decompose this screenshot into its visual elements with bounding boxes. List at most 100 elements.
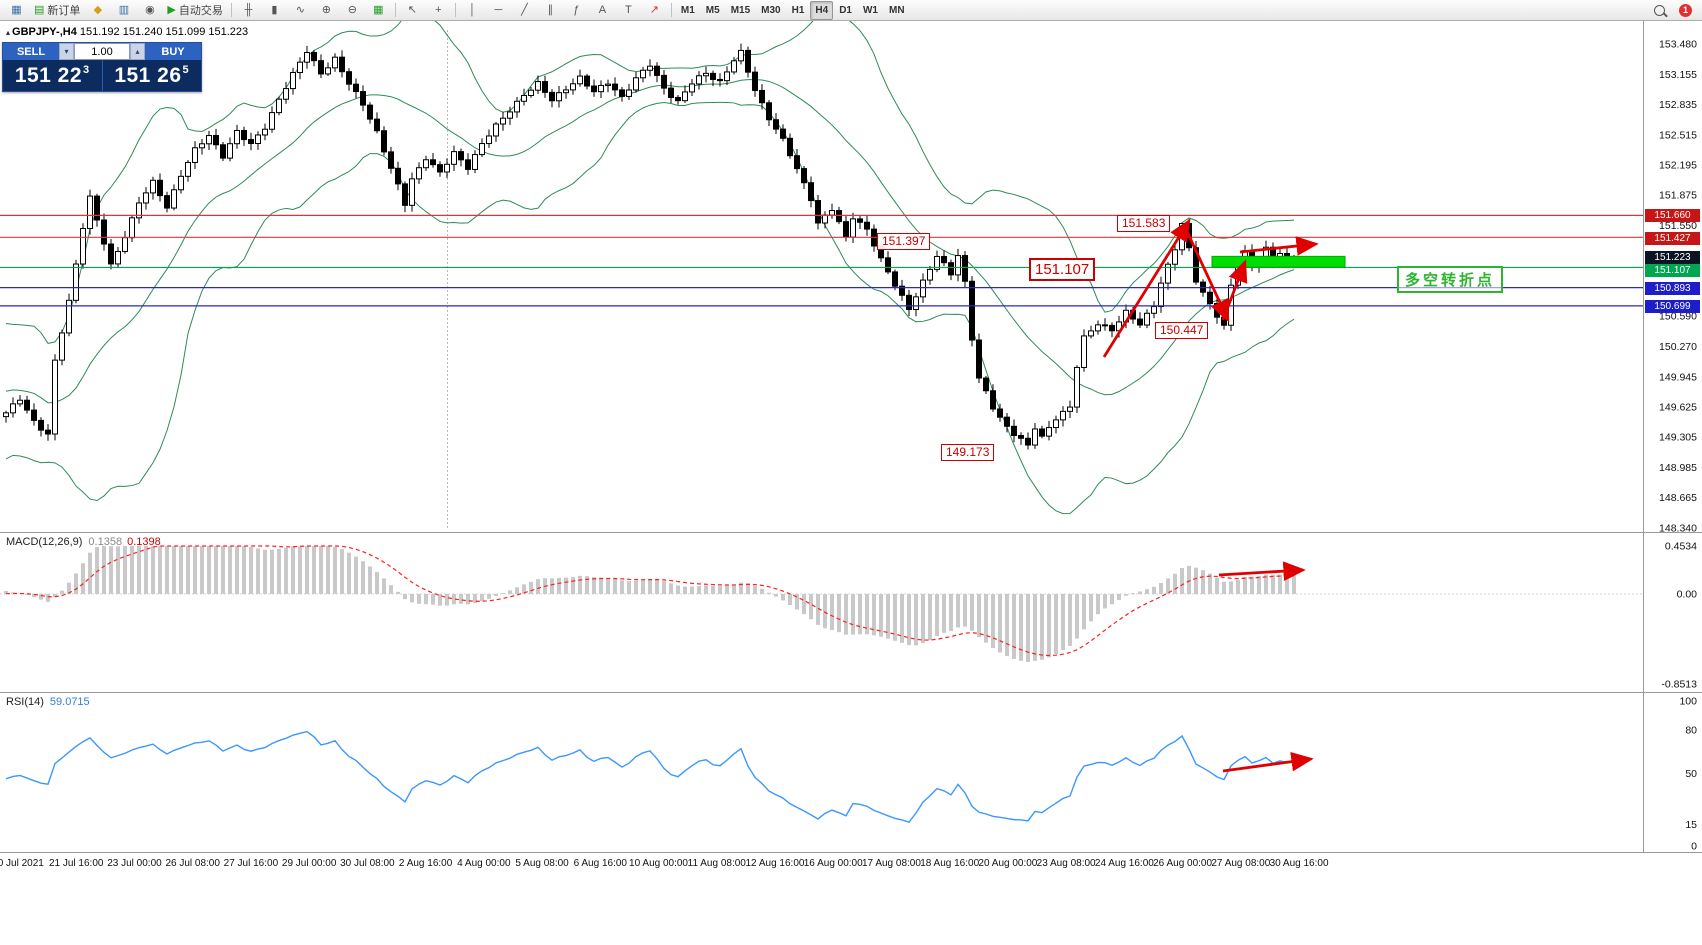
svg-text:149.945: 149.945 — [1659, 371, 1697, 383]
svg-text:15: 15 — [1685, 819, 1697, 831]
trendline-tool-button[interactable]: ╱ — [512, 1, 537, 20]
timeframe-d1-button[interactable]: D1 — [839, 4, 852, 16]
refresh-button[interactable]: ◉ — [137, 1, 162, 20]
lot-increase-button[interactable]: ▴ — [130, 43, 145, 60]
timeframe-m15-button[interactable]: M15 — [730, 4, 751, 16]
quote-panel-divider — [101, 60, 103, 91]
svg-text:151.875: 151.875 — [1659, 190, 1697, 202]
timeframe-m5-button[interactable]: M5 — [705, 4, 720, 16]
svg-text:151.550: 151.550 — [1659, 220, 1697, 232]
layout-button[interactable]: ▥ — [111, 1, 136, 20]
crosshair-tool-button[interactable]: + — [426, 1, 451, 20]
line-chart-button[interactable]: ∿ — [288, 1, 313, 20]
sell-button[interactable]: SELL — [3, 43, 59, 60]
svg-text:150.270: 150.270 — [1659, 341, 1697, 353]
price-annotation[interactable]: 151.107 — [1029, 258, 1096, 281]
svg-text:10 Aug 00:00: 10 Aug 00:00 — [629, 858, 688, 869]
svg-text:152.835: 152.835 — [1659, 99, 1697, 111]
sell-price-main: 151 22 — [14, 63, 83, 87]
price-annotation[interactable]: 151.583 — [1117, 215, 1171, 232]
svg-text:80: 80 — [1685, 725, 1697, 737]
price-tag: 151.107 — [1645, 263, 1700, 277]
toolbar-separator — [454, 3, 456, 17]
svg-text:30 Jul 08:00: 30 Jul 08:00 — [340, 858, 395, 869]
sell-price-pip: 3 — [83, 63, 90, 76]
svg-text:20 Aug 00:00: 20 Aug 00:00 — [978, 858, 1037, 869]
toolbar-separator — [394, 3, 396, 17]
fibonacci-icon: ƒ — [573, 3, 580, 16]
label-tool-button[interactable]: T — [616, 1, 641, 20]
new-order-label: 新订单 — [47, 5, 81, 17]
price-annotation[interactable]: 149.173 — [941, 444, 995, 461]
toolbar-separator — [230, 3, 232, 17]
timeframe-mn-button[interactable]: MN — [888, 4, 905, 16]
svg-text:27 Aug 08:00: 27 Aug 08:00 — [1211, 858, 1270, 869]
text-tool-button[interactable]: A — [590, 1, 615, 20]
horizontal-line-icon: ─ — [494, 3, 503, 16]
chart-symbol: GBPJPY-,H4 — [12, 26, 77, 38]
timeframe-m1-button[interactable]: M1 — [680, 4, 695, 16]
price-tag: 151.660 — [1645, 208, 1700, 222]
metaeditor-button[interactable]: ◆ — [85, 1, 110, 20]
symbol-marker-icon: ▴ — [6, 28, 11, 37]
chart-header: ▴ GBPJPY-,H4 151.192 151.240 151.099 151.… — [6, 26, 248, 38]
svg-text:30 Aug 16:00: 30 Aug 16:00 — [1270, 858, 1329, 869]
cursor-icon: ↖ — [407, 3, 417, 16]
lot-size-input[interactable] — [74, 43, 130, 60]
price-tag: 150.699 — [1645, 299, 1700, 313]
price-annotation[interactable]: 150.447 — [1155, 322, 1209, 339]
svg-text:50: 50 — [1685, 768, 1697, 780]
bar-chart-icon: ╫ — [244, 3, 253, 16]
notification-button[interactable]: 1 — [1673, 1, 1698, 20]
zoom-out-icon: ⊖ — [347, 3, 357, 16]
buy-price[interactable]: 151 26 5 — [103, 60, 202, 91]
bar-open: 151.192 — [79, 26, 120, 38]
turning-point-note[interactable]: 多空转折点 — [1397, 266, 1504, 293]
svg-text:23 Aug 08:00: 23 Aug 08:00 — [1037, 858, 1096, 869]
timeframe-h1-button[interactable]: H1 — [791, 4, 805, 16]
svg-text:23 Jul 00:00: 23 Jul 00:00 — [107, 858, 162, 869]
price-annotation[interactable]: 151.397 — [877, 233, 931, 250]
new-order-button[interactable]: ▤ 新订单 — [30, 1, 84, 20]
zoom-in-icon: ⊕ — [321, 3, 331, 16]
svg-text:27 Jul 16:00: 27 Jul 16:00 — [224, 858, 279, 869]
arrows-tool-button[interactable]: ↗ — [642, 1, 667, 20]
search-icon — [1654, 4, 1665, 16]
candle-chart-button[interactable]: ▮ — [262, 1, 287, 20]
bar-high: 151.240 — [122, 26, 163, 38]
buy-price-main: 151 26 — [114, 63, 182, 87]
svg-text:5 Aug 08:00: 5 Aug 08:00 — [515, 858, 569, 869]
tile-windows-icon: ▦ — [373, 3, 384, 16]
fibonacci-tool-button[interactable]: ƒ — [564, 1, 589, 20]
buy-price-pip: 5 — [182, 63, 190, 76]
layout-icon: ▥ — [118, 3, 130, 16]
svg-text:100: 100 — [1679, 696, 1697, 708]
sell-price[interactable]: 151 22 3 — [3, 60, 102, 91]
timeframe-m30-button[interactable]: M30 — [761, 4, 781, 16]
text-tool-icon: A — [598, 3, 607, 16]
svg-text:148.665: 148.665 — [1659, 492, 1697, 504]
vertical-line-tool-button[interactable]: │ — [460, 1, 485, 20]
zoom-in-button[interactable]: ⊕ — [314, 1, 339, 20]
svg-text:21 Jul 16:00: 21 Jul 16:00 — [49, 858, 104, 869]
trendline-icon: ╱ — [521, 3, 528, 16]
zoom-out-button[interactable]: ⊖ — [340, 1, 365, 20]
tile-windows-button[interactable]: ▦ — [366, 1, 391, 20]
lot-decrease-button[interactable]: ▾ — [59, 43, 74, 60]
timeframe-h4-button[interactable]: H4 — [810, 0, 834, 20]
search-button[interactable] — [1647, 1, 1672, 20]
svg-text:148.985: 148.985 — [1659, 462, 1697, 474]
bar-low: 151.099 — [165, 26, 206, 38]
horizontal-line-tool-button[interactable]: ─ — [486, 1, 511, 20]
cursor-tool-button[interactable]: ↖ — [400, 1, 425, 20]
chart-window-button[interactable]: ▦ — [4, 1, 29, 20]
timeframe-w1-button[interactable]: W1 — [862, 4, 878, 16]
buy-button[interactable]: BUY — [145, 43, 201, 60]
price-tag: 150.893 — [1645, 281, 1700, 295]
auto-trading-button[interactable]: ▶ 自动交易 — [163, 1, 226, 20]
svg-text:16 Aug 00:00: 16 Aug 00:00 — [804, 858, 863, 869]
bar-chart-button[interactable]: ╫ — [236, 1, 261, 20]
channel-tool-button[interactable]: ∥ — [538, 1, 563, 20]
price-tag: 151.427 — [1645, 231, 1700, 245]
